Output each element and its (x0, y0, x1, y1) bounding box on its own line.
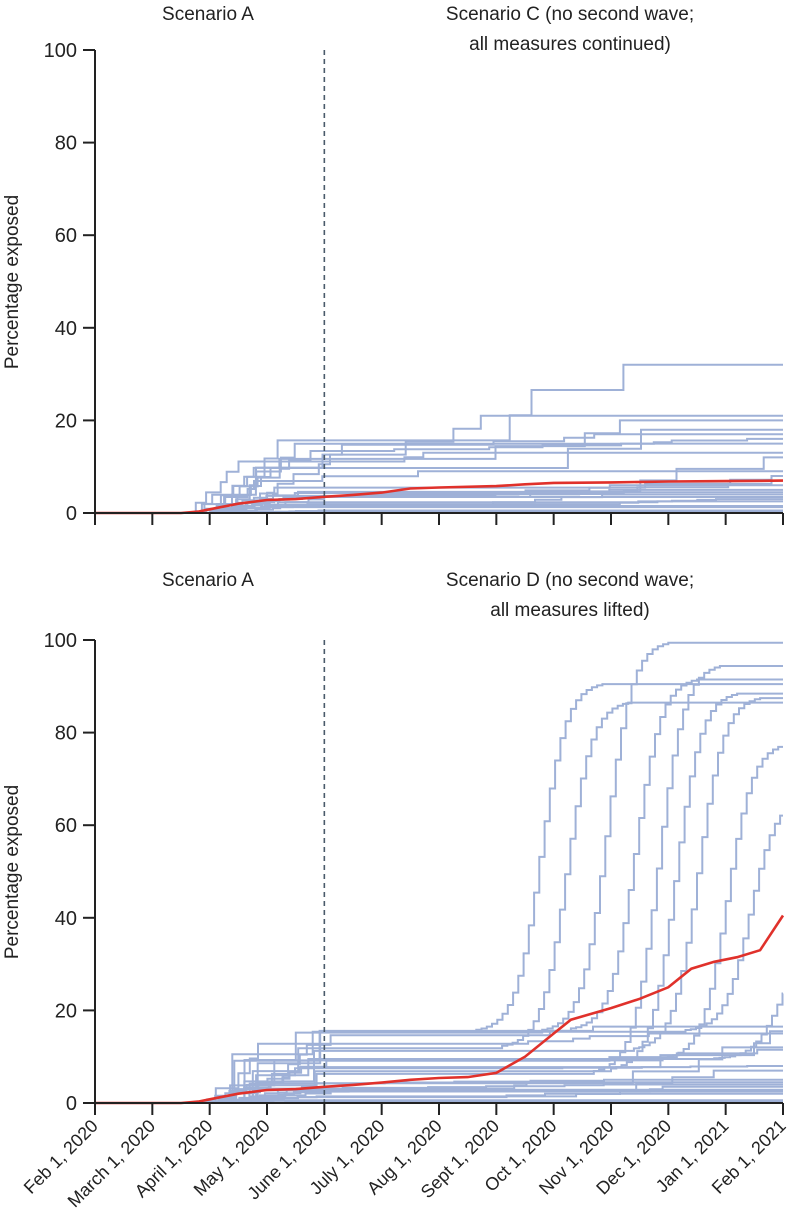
y-axis-label: Percentage exposed (2, 785, 23, 959)
simulation-line (211, 692, 783, 1104)
y-tick-label: 40 (55, 908, 77, 930)
y-tick-label: 20 (55, 1000, 77, 1022)
simulation-line (198, 419, 783, 514)
mean-line (95, 914, 785, 1105)
panel-scenario-d: Scenario A Scenario D (no second wave; a… (2, 570, 790, 1211)
simulation-line (194, 442, 783, 514)
simulation-line (206, 814, 783, 1104)
y-tick-label: 0 (66, 503, 77, 525)
simulation-lines (189, 363, 783, 514)
y-tick-label: 60 (55, 815, 77, 837)
y-tick-label: 0 (66, 1093, 77, 1115)
simulation-lines (188, 641, 784, 1104)
simulation-line (212, 992, 784, 1104)
y-tick-label: 60 (55, 225, 77, 247)
simulation-line (190, 451, 783, 514)
simulation-line (188, 1090, 783, 1104)
left-scenario-label: Scenario A (162, 570, 254, 591)
simulation-line (200, 665, 783, 1104)
y-tick-label: 100 (44, 630, 77, 652)
right-scenario-label-line2: all measures continued) (469, 34, 671, 55)
simulation-line (217, 697, 783, 1104)
simulation-line (205, 683, 783, 1104)
simulation-line (202, 701, 783, 1104)
panel-scenario-c: Scenario A Scenario C (no second wave; a… (2, 4, 784, 525)
simulation-line (208, 641, 783, 1104)
y-tick-label: 80 (55, 723, 77, 745)
y-tick-label: 40 (55, 318, 77, 340)
right-scenario-label-line2: all measures lifted) (490, 600, 649, 621)
mean-line (95, 479, 784, 515)
y-tick-label: 100 (44, 40, 77, 62)
right-scenario-label-line1: Scenario C (no second wave; (446, 4, 694, 25)
y-axis-label: Percentage exposed (2, 195, 23, 369)
y-tick-label: 80 (55, 133, 77, 155)
simulation-line (215, 678, 783, 1104)
left-scenario-label: Scenario A (162, 4, 254, 25)
y-tick-label: 20 (55, 410, 77, 432)
right-scenario-label-line1: Scenario D (no second wave; (446, 570, 694, 591)
simulation-line (210, 745, 783, 1104)
